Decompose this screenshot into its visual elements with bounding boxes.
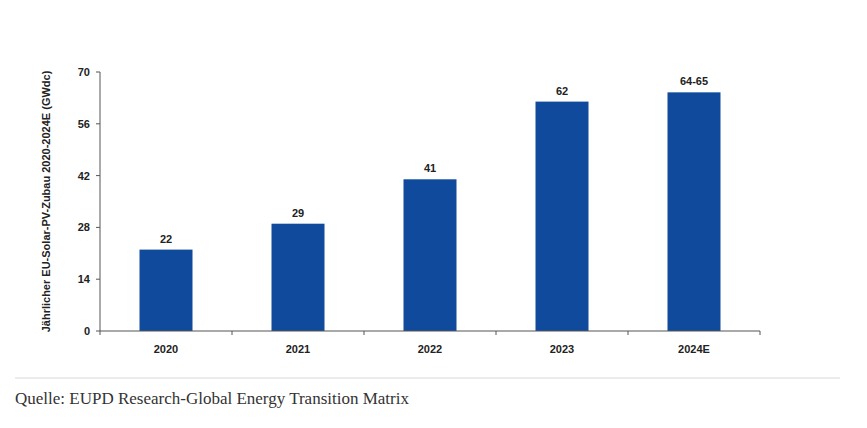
bars (140, 92, 721, 331)
y-tick (96, 279, 100, 280)
x-tick-label: 2020 (154, 343, 178, 355)
y-tick (96, 175, 100, 176)
x-tick (364, 331, 365, 335)
y-axis-line (100, 72, 101, 331)
data-label: 62 (556, 85, 568, 97)
data-label: 64-65 (680, 75, 708, 87)
x-tick-label: 2024E (678, 343, 710, 355)
bar (536, 102, 589, 331)
y-tick (96, 227, 100, 228)
y-tick-label: 0 (84, 325, 90, 337)
x-tick-label: 2021 (286, 343, 310, 355)
bar (272, 224, 325, 331)
y-tick-label: 42 (78, 170, 90, 182)
x-tick (760, 331, 761, 335)
y-tick-label: 28 (78, 221, 90, 233)
x-tick-label: 2022 (418, 343, 442, 355)
data-label: 22 (160, 233, 172, 245)
y-tick (96, 72, 100, 73)
x-tick (628, 331, 629, 335)
data-label: 41 (424, 162, 436, 174)
y-tick (96, 123, 100, 124)
x-axis-line (100, 331, 760, 332)
bar (668, 92, 721, 331)
y-tick (96, 331, 100, 332)
data-label: 29 (292, 207, 304, 219)
x-tick (496, 331, 497, 335)
y-tick-label: 70 (78, 66, 90, 78)
bar (140, 250, 193, 331)
source: Quelle: EUPD Research-Global Energy Tran… (15, 389, 409, 408)
x-tick (232, 331, 233, 335)
bar (404, 179, 457, 331)
y-tick-label: 56 (78, 118, 90, 130)
y-tick-label: 14 (78, 273, 91, 285)
separator (15, 378, 840, 379)
x-tick-label: 2023 (550, 343, 574, 355)
y-axis-label: Jährlicher EU-Solar-PV-Zubau 2020-2024E … (40, 70, 52, 332)
chart: 0 14 28 42 56 70 2020 2021 2022 2023 2024E 22 29 41 62… (0, 0, 867, 428)
x-tick (100, 331, 101, 335)
